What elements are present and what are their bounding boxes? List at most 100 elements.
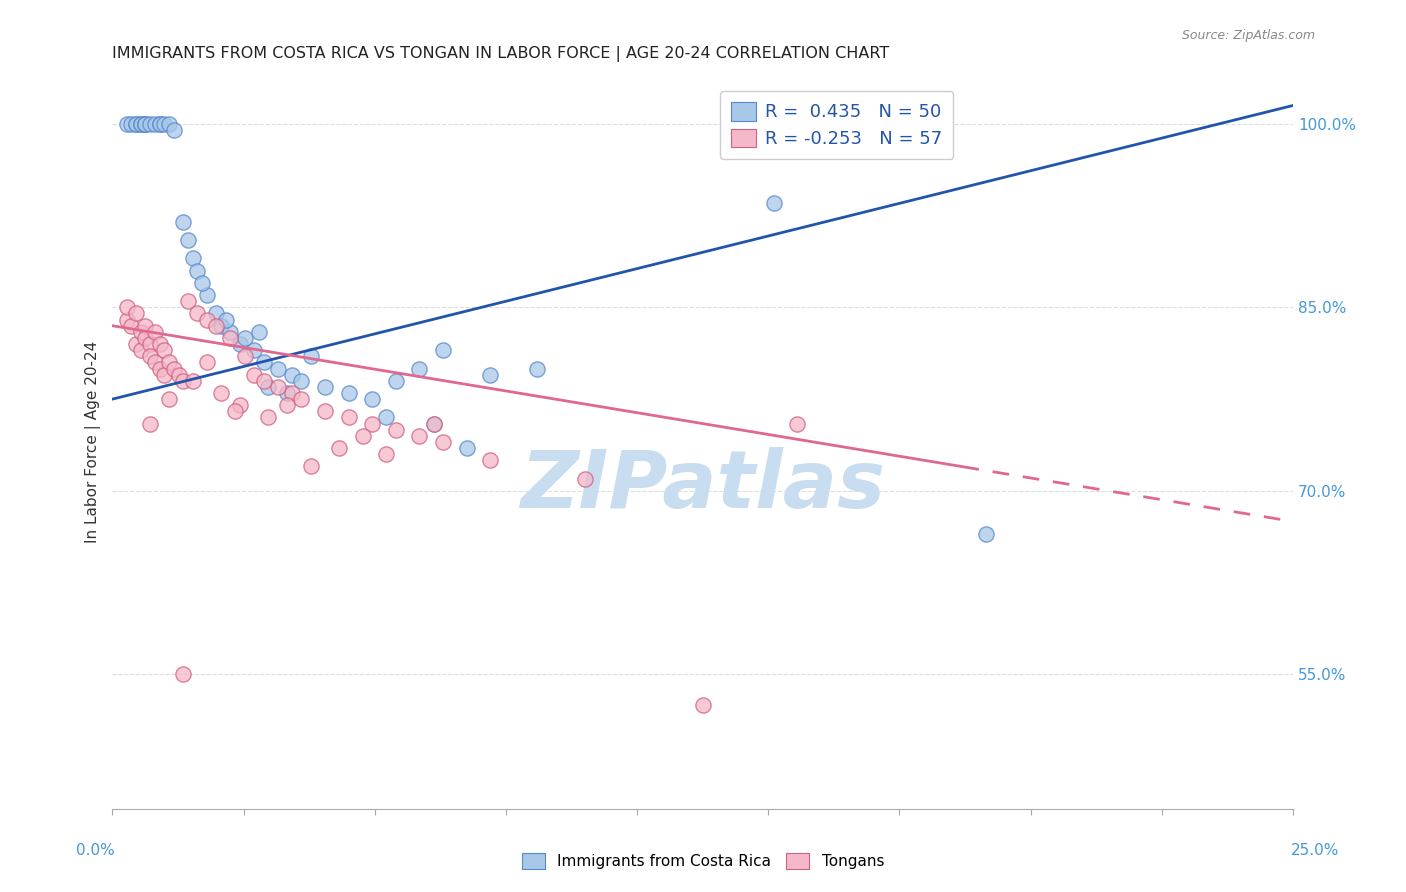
Point [120, 318, 142, 333]
Point [276, 386, 298, 401]
Point [384, 374, 406, 388]
Point [209, 386, 232, 401]
Point [153, 117, 176, 131]
Text: ZIPatlas: ZIPatlas [520, 447, 886, 525]
Point [574, 472, 596, 486]
Point [257, 410, 280, 425]
Point [375, 410, 398, 425]
Text: Source: ZipAtlas.com: Source: ZipAtlas.com [1181, 29, 1315, 42]
Point [243, 368, 266, 382]
Point [974, 526, 997, 541]
Point [167, 368, 190, 382]
Point [181, 374, 204, 388]
Point [195, 355, 218, 369]
Point [129, 117, 152, 131]
Point [143, 355, 166, 369]
Point [139, 117, 162, 131]
Point [219, 325, 242, 339]
Point [153, 343, 176, 358]
Point [479, 368, 502, 382]
Point [229, 337, 252, 351]
Point [149, 117, 172, 131]
Point [172, 374, 194, 388]
Point [134, 117, 156, 131]
Point [337, 410, 360, 425]
Point [526, 361, 548, 376]
Point [195, 288, 218, 302]
Point [299, 459, 322, 474]
Point [432, 343, 454, 358]
Point [422, 417, 444, 431]
Point [205, 306, 228, 320]
Point [186, 306, 208, 320]
Point [181, 252, 204, 266]
Point [134, 331, 156, 345]
Point [299, 349, 322, 363]
Point [125, 306, 148, 320]
Point [115, 301, 138, 315]
Point [479, 453, 502, 467]
Y-axis label: In Labor Force | Age 20-24: In Labor Force | Age 20-24 [86, 341, 101, 543]
Point [120, 117, 142, 131]
Point [125, 337, 148, 351]
Point [186, 263, 208, 277]
Point [149, 117, 172, 131]
Point [233, 331, 256, 345]
Point [267, 361, 290, 376]
Point [195, 312, 218, 326]
Point [352, 429, 374, 443]
Point [267, 380, 290, 394]
Point [163, 123, 186, 137]
Point [314, 380, 336, 394]
Point [408, 429, 430, 443]
Point [224, 404, 246, 418]
Point [252, 355, 274, 369]
Point [139, 349, 162, 363]
Point [139, 337, 162, 351]
Text: 25.0%: 25.0% [1291, 843, 1339, 858]
Legend: R =  0.435   N = 50, R = -0.253   N = 57: R = 0.435 N = 50, R = -0.253 N = 57 [720, 91, 953, 159]
Point [125, 117, 148, 131]
Point [153, 368, 176, 382]
Point [233, 349, 256, 363]
Point [129, 343, 152, 358]
Point [247, 325, 270, 339]
Text: IMMIGRANTS FROM COSTA RICA VS TONGAN IN LABOR FORCE | AGE 20-24 CORRELATION CHAR: IMMIGRANTS FROM COSTA RICA VS TONGAN IN … [112, 46, 890, 62]
Point [456, 441, 478, 455]
Point [149, 337, 172, 351]
Point [143, 325, 166, 339]
Point [408, 361, 430, 376]
Point [215, 312, 238, 326]
Point [219, 331, 242, 345]
Point [361, 417, 384, 431]
Point [252, 374, 274, 388]
Point [276, 398, 298, 412]
Point [134, 318, 156, 333]
Point [129, 117, 152, 131]
Point [205, 318, 228, 333]
Point [328, 441, 350, 455]
Point [115, 117, 138, 131]
Point [257, 380, 280, 394]
Point [134, 117, 156, 131]
Point [432, 434, 454, 449]
Point [290, 374, 312, 388]
Point [692, 698, 714, 712]
Point [243, 343, 266, 358]
Point [209, 318, 232, 333]
Point [337, 386, 360, 401]
Point [149, 361, 172, 376]
Point [125, 117, 148, 131]
Point [129, 325, 152, 339]
Point [422, 417, 444, 431]
Point [314, 404, 336, 418]
Point [177, 233, 200, 247]
Point [143, 117, 166, 131]
Point [157, 117, 180, 131]
Point [157, 392, 180, 406]
Point [229, 398, 252, 412]
Legend: Immigrants from Costa Rica, Tongans: Immigrants from Costa Rica, Tongans [516, 847, 890, 875]
Point [290, 392, 312, 406]
Point [177, 294, 200, 309]
Point [281, 386, 304, 401]
